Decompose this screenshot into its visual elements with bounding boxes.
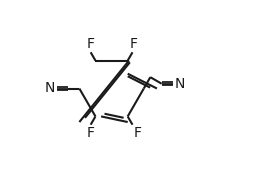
Text: N: N — [174, 77, 185, 91]
Text: F: F — [133, 126, 141, 140]
Text: F: F — [87, 37, 95, 51]
Text: N: N — [45, 81, 55, 96]
Text: F: F — [87, 126, 95, 140]
Text: F: F — [129, 37, 137, 51]
